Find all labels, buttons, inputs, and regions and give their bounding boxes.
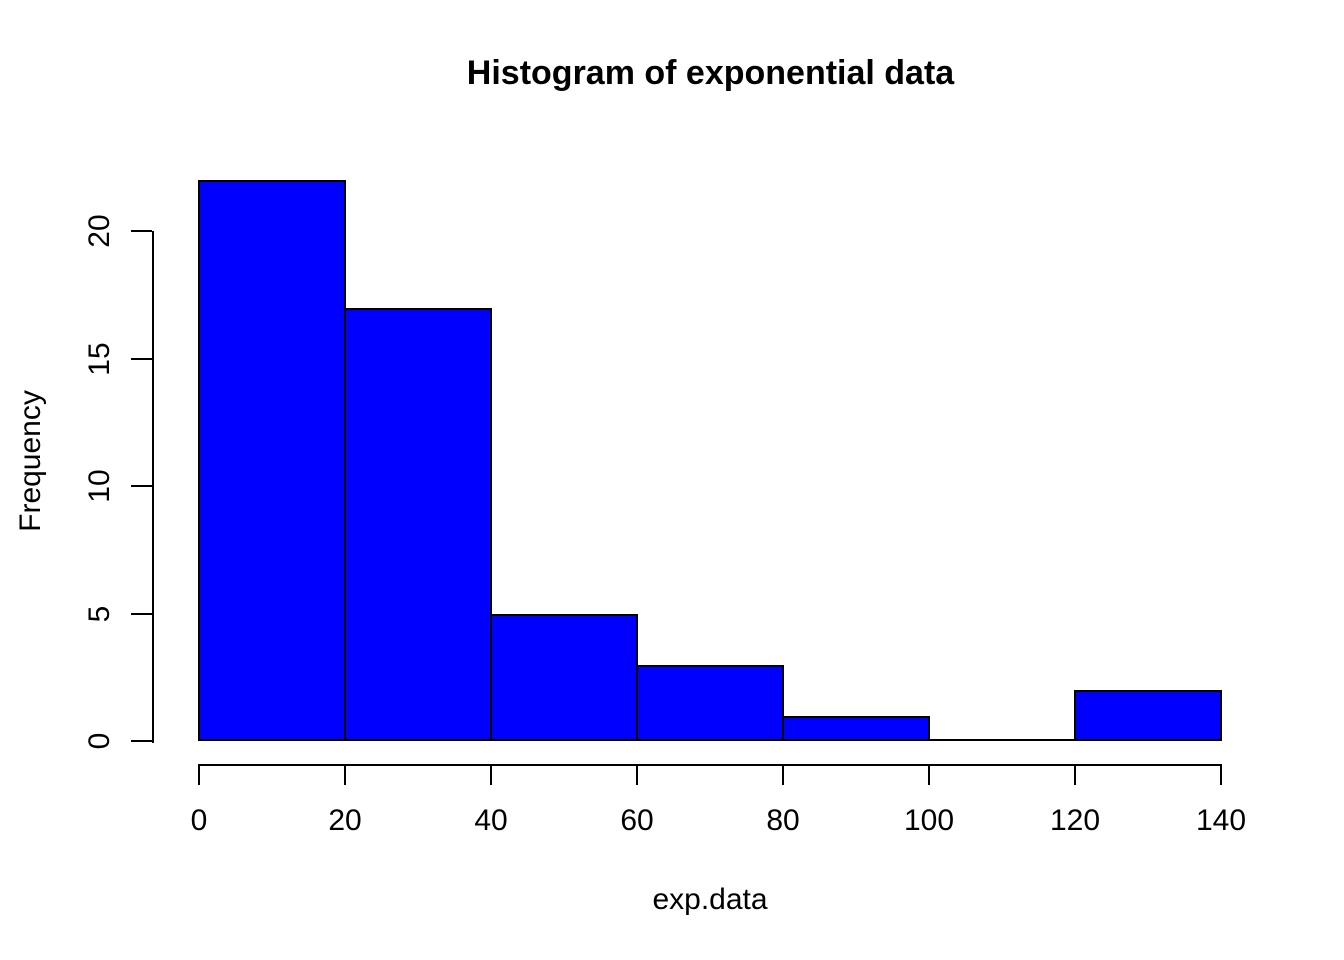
y-axis-tick [131, 485, 152, 487]
x-tick-label: 60 [620, 804, 654, 837]
y-axis-tick [131, 740, 152, 742]
histogram-bar-zero [928, 739, 1076, 741]
y-tick-label: 0 [83, 732, 116, 750]
y-axis-line [152, 231, 154, 743]
x-tick-label: 0 [190, 804, 208, 837]
x-axis-tick [1074, 764, 1076, 785]
x-tick-label: 40 [474, 804, 508, 837]
y-axis-tick [131, 230, 152, 232]
histogram-bar [636, 664, 784, 741]
x-axis-tick [490, 764, 492, 785]
y-tick-label: 20 [83, 214, 116, 248]
histogram-bar [198, 180, 346, 741]
x-axis-label: exp.data [652, 883, 768, 916]
y-axis-tick [131, 357, 152, 360]
histogram-bar [490, 613, 638, 741]
x-axis-line [198, 764, 1222, 766]
y-tick-label: 5 [83, 605, 116, 622]
histogram-bar [1074, 690, 1222, 741]
y-axis-tick [131, 612, 152, 615]
x-tick-label: 100 [903, 804, 955, 837]
x-tick-label: 80 [766, 804, 800, 837]
histogram-bar [782, 715, 930, 741]
x-tick-label: 140 [1195, 804, 1247, 837]
x-axis-tick [198, 764, 200, 785]
x-axis-tick [344, 764, 346, 785]
y-tick-label: 15 [83, 341, 116, 376]
y-tick-label: 10 [83, 469, 116, 503]
x-axis-tick [928, 764, 930, 785]
x-tick-label: 120 [1049, 804, 1101, 837]
y-axis-label: Frequency [14, 390, 47, 532]
x-axis-tick [1220, 764, 1222, 785]
x-axis-tick [782, 764, 784, 785]
histogram-bar [344, 307, 492, 741]
chart-title: Histogram of exponential data [466, 54, 955, 92]
x-axis-tick [636, 764, 638, 785]
x-tick-label: 20 [328, 804, 362, 837]
